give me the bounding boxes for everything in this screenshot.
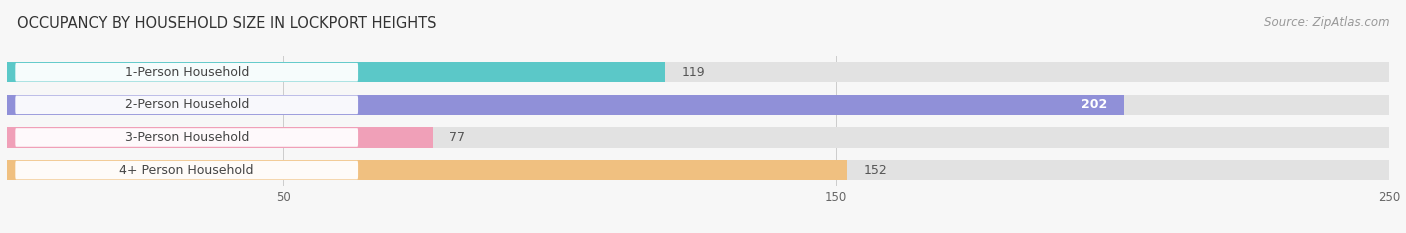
Text: 2-Person Household: 2-Person Household [125,98,249,111]
Bar [7,160,848,180]
Text: 77: 77 [450,131,465,144]
Bar [7,95,1123,115]
Text: 4+ Person Household: 4+ Person Household [120,164,254,177]
FancyBboxPatch shape [15,128,359,147]
Bar [7,160,1389,180]
Bar [7,95,1389,115]
Text: 119: 119 [682,66,706,79]
Bar [7,62,665,82]
Text: Source: ZipAtlas.com: Source: ZipAtlas.com [1264,16,1389,29]
Text: 152: 152 [863,164,887,177]
Text: 1-Person Household: 1-Person Household [125,66,249,79]
FancyBboxPatch shape [15,161,359,179]
FancyBboxPatch shape [15,63,359,82]
Text: OCCUPANCY BY HOUSEHOLD SIZE IN LOCKPORT HEIGHTS: OCCUPANCY BY HOUSEHOLD SIZE IN LOCKPORT … [17,16,436,31]
FancyBboxPatch shape [15,96,359,114]
Text: 3-Person Household: 3-Person Household [125,131,249,144]
Text: 202: 202 [1081,98,1107,111]
Bar [7,127,433,147]
Bar [7,127,1389,147]
Bar [7,62,1389,82]
